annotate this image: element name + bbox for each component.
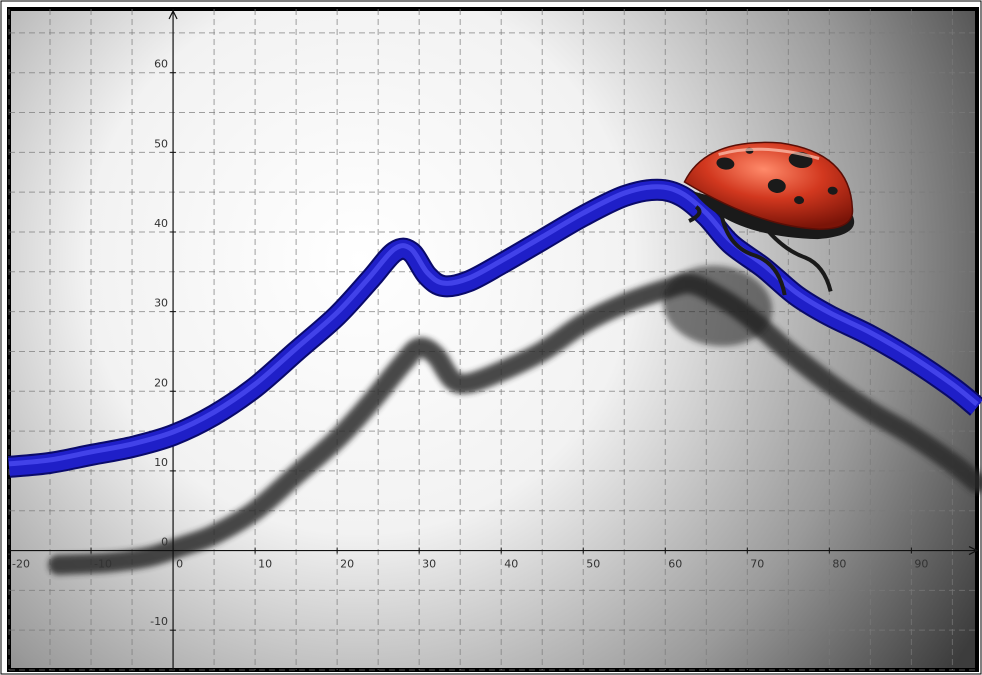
y-tick-label: 10 [154,456,168,469]
x-tick-label: 60 [668,558,682,571]
y-tick-label: 30 [154,297,168,310]
x-tick-label: -20 [12,558,30,571]
plot-background [7,7,979,672]
x-tick-label: 80 [832,558,846,571]
ladybug-leg [688,205,702,223]
x-tick-label: 70 [750,558,764,571]
x-tick-label: -10 [94,558,112,571]
ladybug-spot [794,196,805,205]
y-tick-label: 50 [154,137,168,150]
x-tick-label: 0 [176,558,183,571]
y-tick-label: -10 [150,615,168,628]
curve-shadow-line [48,273,982,575]
curve-shadow [48,273,982,575]
x-tick-label: 50 [586,558,600,571]
ladybug-spot [827,186,838,195]
x-tick-label: 20 [340,558,354,571]
x-tick-label: 30 [422,558,436,571]
ladybug-leg [718,210,787,296]
y-tick-label: 0 [161,536,168,549]
ladybug-shell-highlight [718,147,820,160]
x-tick-labels: -20 -10 0 10 20 30 40 50 60 70 80 90 [8,547,928,571]
ladybug-leg [758,219,833,292]
ladybug-icon [662,141,855,347]
ladybug-shadow [662,265,773,347]
x-tick-label: 90 [914,558,928,571]
x-tick-label: 10 [258,558,272,571]
y-tick-label: 40 [154,217,168,230]
y-tick-label: 20 [154,376,168,389]
y-axis-arrow [168,9,178,20]
y-tick-label: 60 [154,58,168,71]
x-axis-arrow [968,546,979,556]
y-tick-labels: -10 0 10 20 30 40 50 60 [150,58,177,631]
series-line-highlight [8,184,979,467]
ladybug-spot [767,178,786,193]
ladybug-spot [716,157,735,170]
x-tick-label: 40 [504,558,518,571]
series [7,178,982,478]
